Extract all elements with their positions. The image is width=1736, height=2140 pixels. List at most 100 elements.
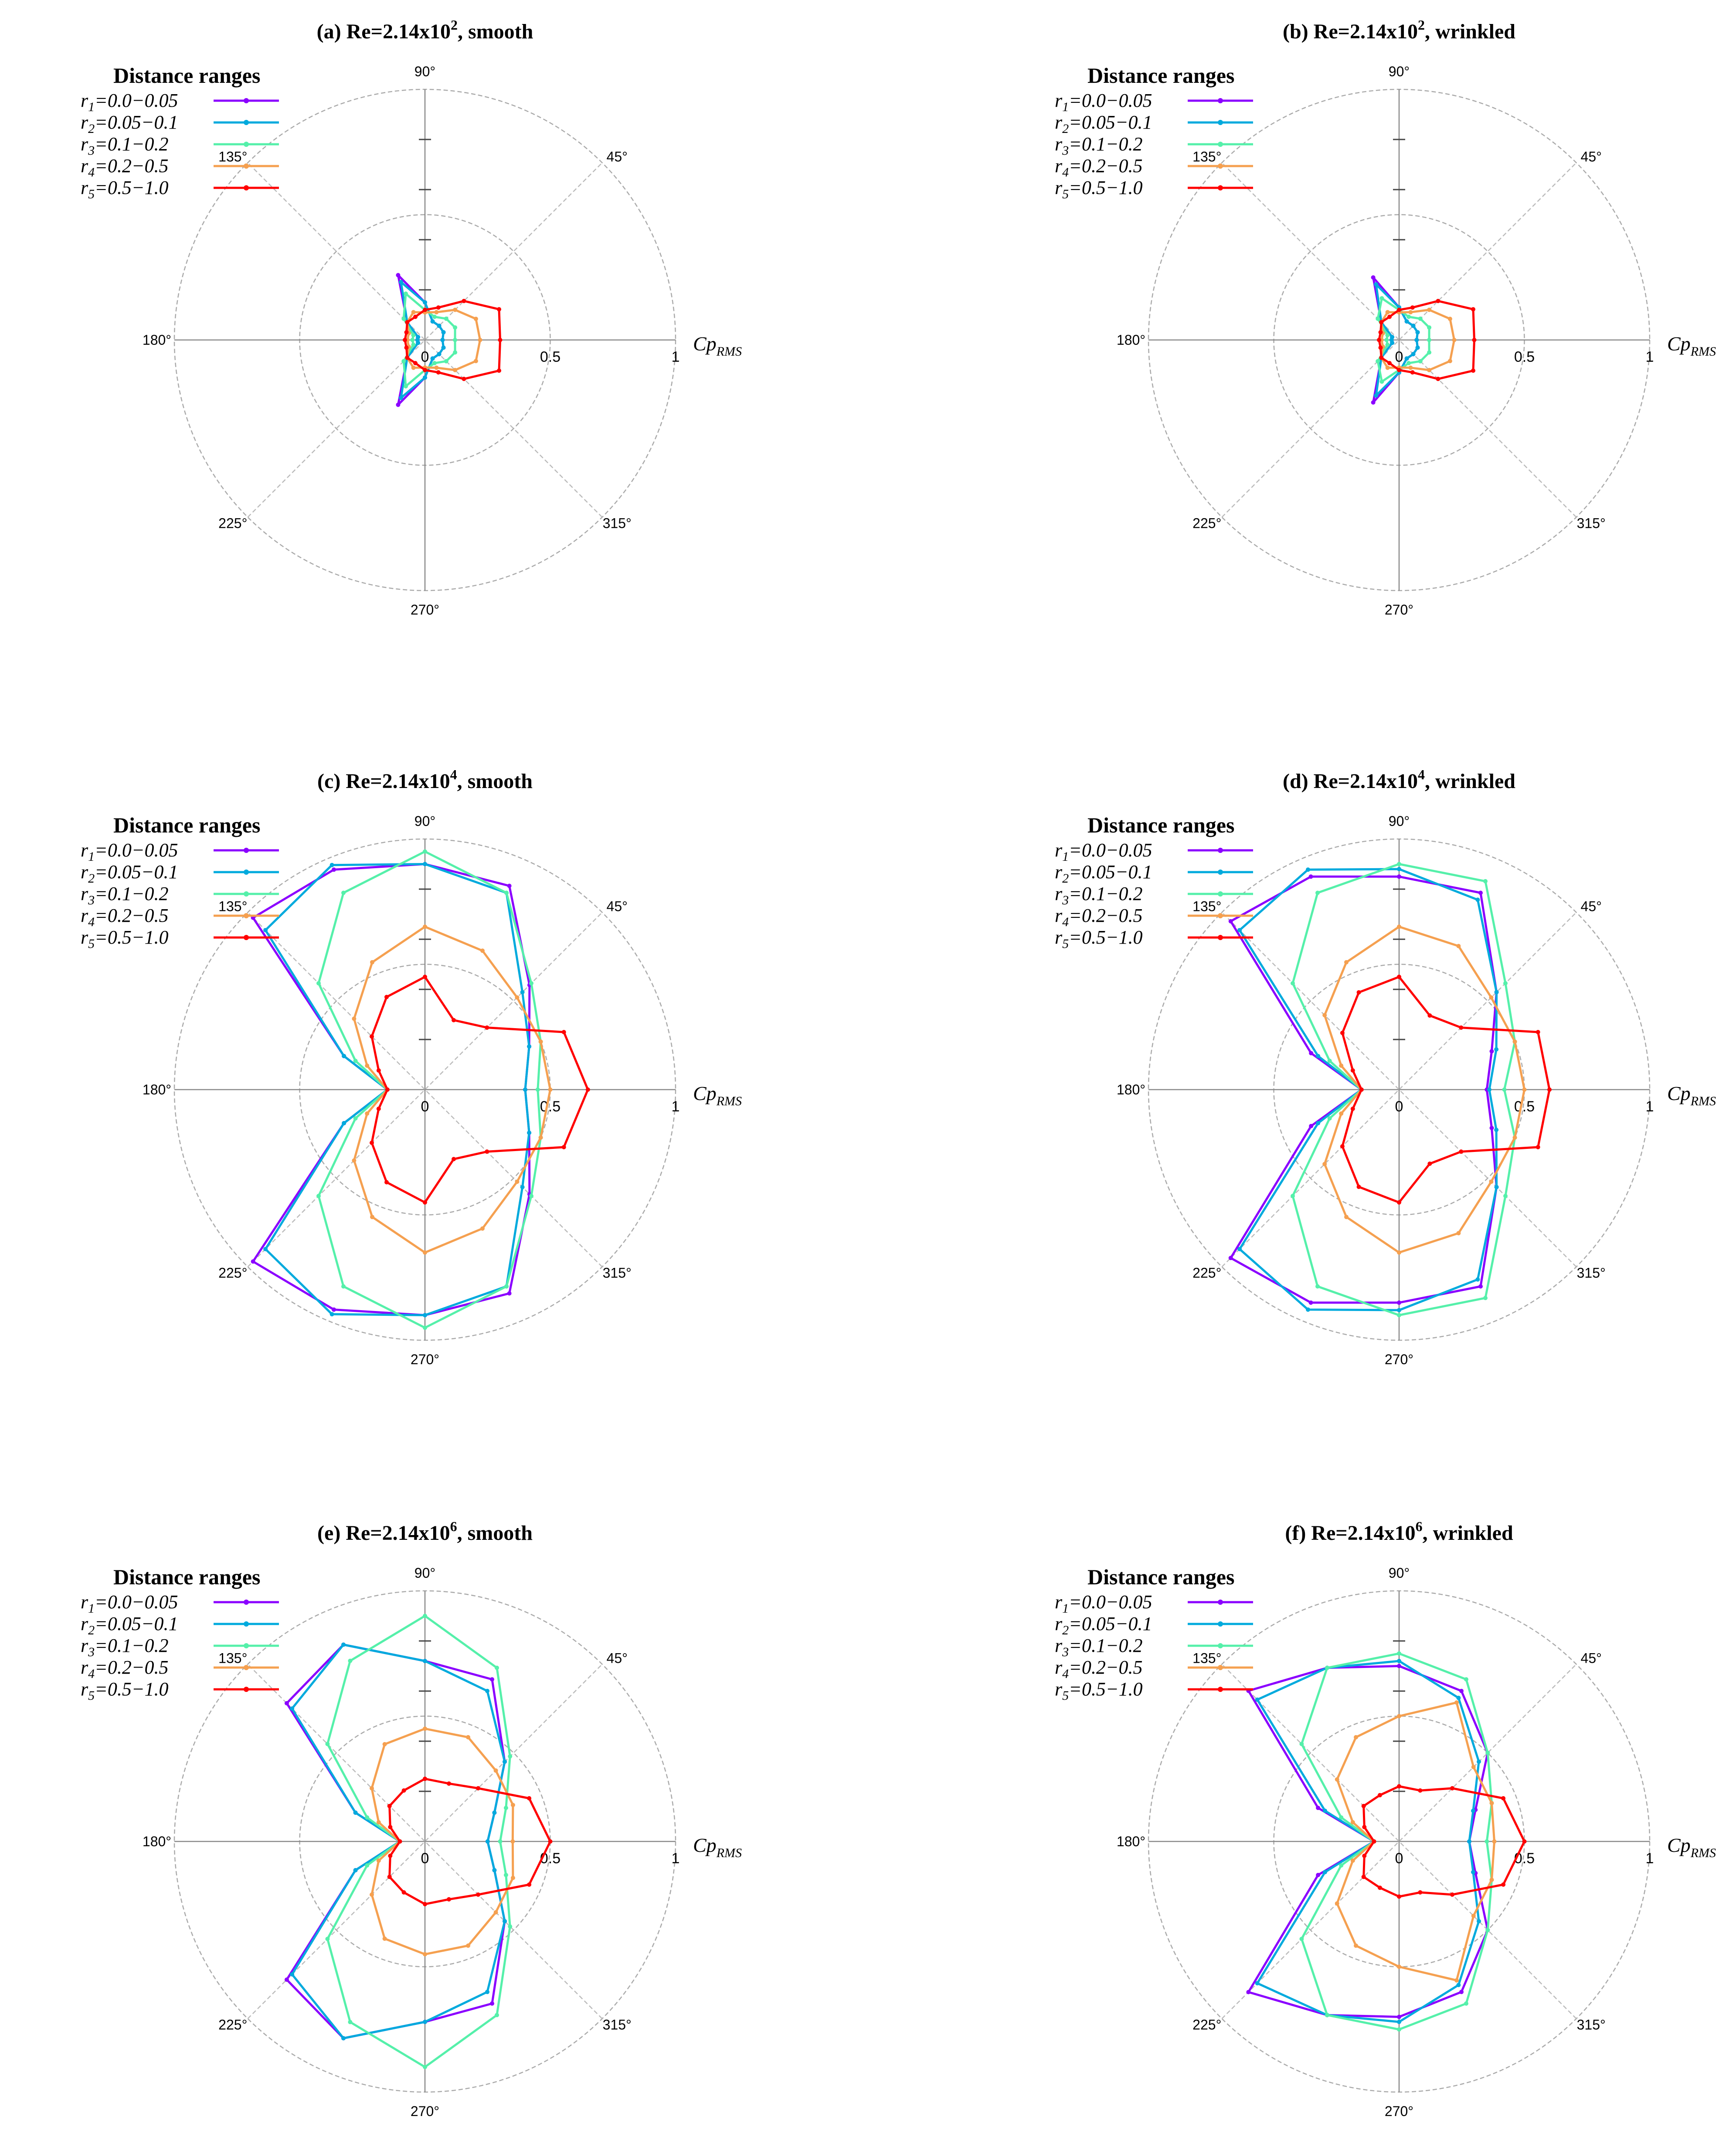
data-point (1315, 890, 1320, 895)
data-point (290, 1972, 295, 1977)
legend-entry-label: r5=0.5−1.0 (81, 1678, 169, 1703)
data-point (411, 310, 416, 315)
data-point (1427, 368, 1432, 373)
data-point (1456, 1695, 1461, 1700)
legend-range: =0.5−1.0 (95, 177, 168, 198)
legend-entry-label: r2=0.05−0.1 (81, 112, 178, 136)
legend-sub: 2 (88, 1623, 95, 1637)
data-point (404, 345, 409, 350)
data-point (1397, 1308, 1401, 1312)
legend-r: r (1055, 883, 1063, 904)
data-point (1299, 1936, 1304, 1941)
data-point (332, 1307, 336, 1312)
data-point (1415, 345, 1420, 350)
data-point (504, 890, 509, 895)
data-point (1494, 990, 1499, 995)
data-point (411, 343, 416, 347)
radial-tick-label: 0 (1395, 349, 1403, 365)
data-point (1385, 343, 1390, 347)
data-point (1427, 1162, 1432, 1166)
legend-range: =0.2−0.5 (95, 155, 168, 177)
radial-tick-label: 0.5 (540, 349, 561, 365)
data-point (423, 300, 427, 305)
legend-swatch-marker (1218, 142, 1223, 147)
data-point (538, 1135, 543, 1140)
data-point (497, 368, 501, 373)
data-point (1501, 1882, 1506, 1887)
data-point (1359, 1087, 1364, 1092)
data-point (423, 1250, 427, 1255)
data-point (1385, 333, 1390, 337)
legend-entry-label: r4=0.2−0.5 (1055, 905, 1143, 929)
chart-panel: (c) Re=2.14x104, smooth90°45°135°180°225… (81, 767, 742, 1367)
data-point (1459, 1990, 1464, 1994)
data-point (423, 1313, 427, 1318)
legend-entry-label: r3=0.1−0.2 (81, 883, 169, 907)
data-point (1464, 1677, 1468, 1682)
data-point (1384, 338, 1389, 342)
data-point (1371, 275, 1376, 280)
data-point (1291, 1194, 1295, 1198)
data-point (585, 1087, 590, 1092)
data-point (1471, 307, 1475, 312)
data-point (520, 990, 525, 995)
legend-swatch-marker (244, 1621, 249, 1627)
radial-axis-label-sub: RMS (716, 1094, 742, 1108)
data-point (1485, 1839, 1489, 1844)
data-point (1379, 320, 1384, 325)
data-point (365, 1863, 370, 1868)
data-point (370, 960, 374, 965)
legend-r: r (81, 1678, 88, 1700)
legend-entry-label: r1=0.0−0.05 (81, 839, 178, 864)
legend-entry-label: r1=0.0−0.05 (1055, 1591, 1152, 1616)
chart-title-sup: 2 (451, 17, 458, 33)
legend-sub: 2 (88, 871, 95, 886)
data-point (453, 368, 458, 373)
radial-tick-label: 1 (1646, 1850, 1654, 1867)
data-point (1350, 1820, 1355, 1824)
radial-axis-label-sub: RMS (1690, 344, 1716, 359)
data-point (1339, 1063, 1344, 1068)
legend-swatch-marker (244, 163, 249, 169)
radial-axis-label: CpRMS (1667, 1082, 1716, 1108)
data-point (352, 1016, 357, 1021)
data-point (485, 1025, 489, 1030)
data-point (548, 1839, 553, 1844)
chart-title-suffix: , wrinkled (1423, 1522, 1513, 1545)
data-point (1547, 1087, 1552, 1092)
data-point (447, 1781, 451, 1786)
data-point (1361, 1875, 1366, 1879)
legend-entry-label: r4=0.2−0.5 (81, 905, 169, 929)
data-point (384, 995, 389, 999)
data-point (1354, 1735, 1358, 1739)
chart-title-main: (f) Re=2.14x10 (1285, 1522, 1415, 1545)
data-point (548, 1087, 553, 1092)
data-point (1464, 2001, 1468, 2006)
data-point (1456, 1231, 1461, 1236)
data-point (1503, 981, 1508, 985)
data-point (515, 995, 520, 1000)
data-point (370, 1034, 374, 1039)
data-point (480, 948, 485, 953)
data-point (1350, 1858, 1355, 1863)
legend-sub: 3 (88, 1645, 95, 1659)
data-point (1483, 1296, 1488, 1301)
legend-sub: 1 (88, 849, 95, 864)
data-point (1316, 1121, 1321, 1125)
data-point (376, 1858, 381, 1863)
radial-axis-label-sub: RMS (716, 1846, 742, 1860)
legend-r: r (1055, 1657, 1063, 1678)
data-point (507, 883, 512, 888)
legend-range: =0.05−0.1 (1069, 1613, 1152, 1634)
data-point (1397, 1651, 1401, 1656)
data-point (1536, 1145, 1540, 1149)
angle-label: 180° (1117, 1082, 1145, 1097)
data-point (352, 1158, 357, 1163)
data-point (370, 1892, 374, 1897)
radial-tick-label: 1 (672, 1850, 680, 1867)
data-point (1397, 975, 1401, 979)
data-point (527, 1131, 532, 1135)
data-point (453, 307, 458, 312)
legend-r: r (81, 905, 88, 926)
legend-range: =0.1−0.2 (95, 883, 168, 904)
